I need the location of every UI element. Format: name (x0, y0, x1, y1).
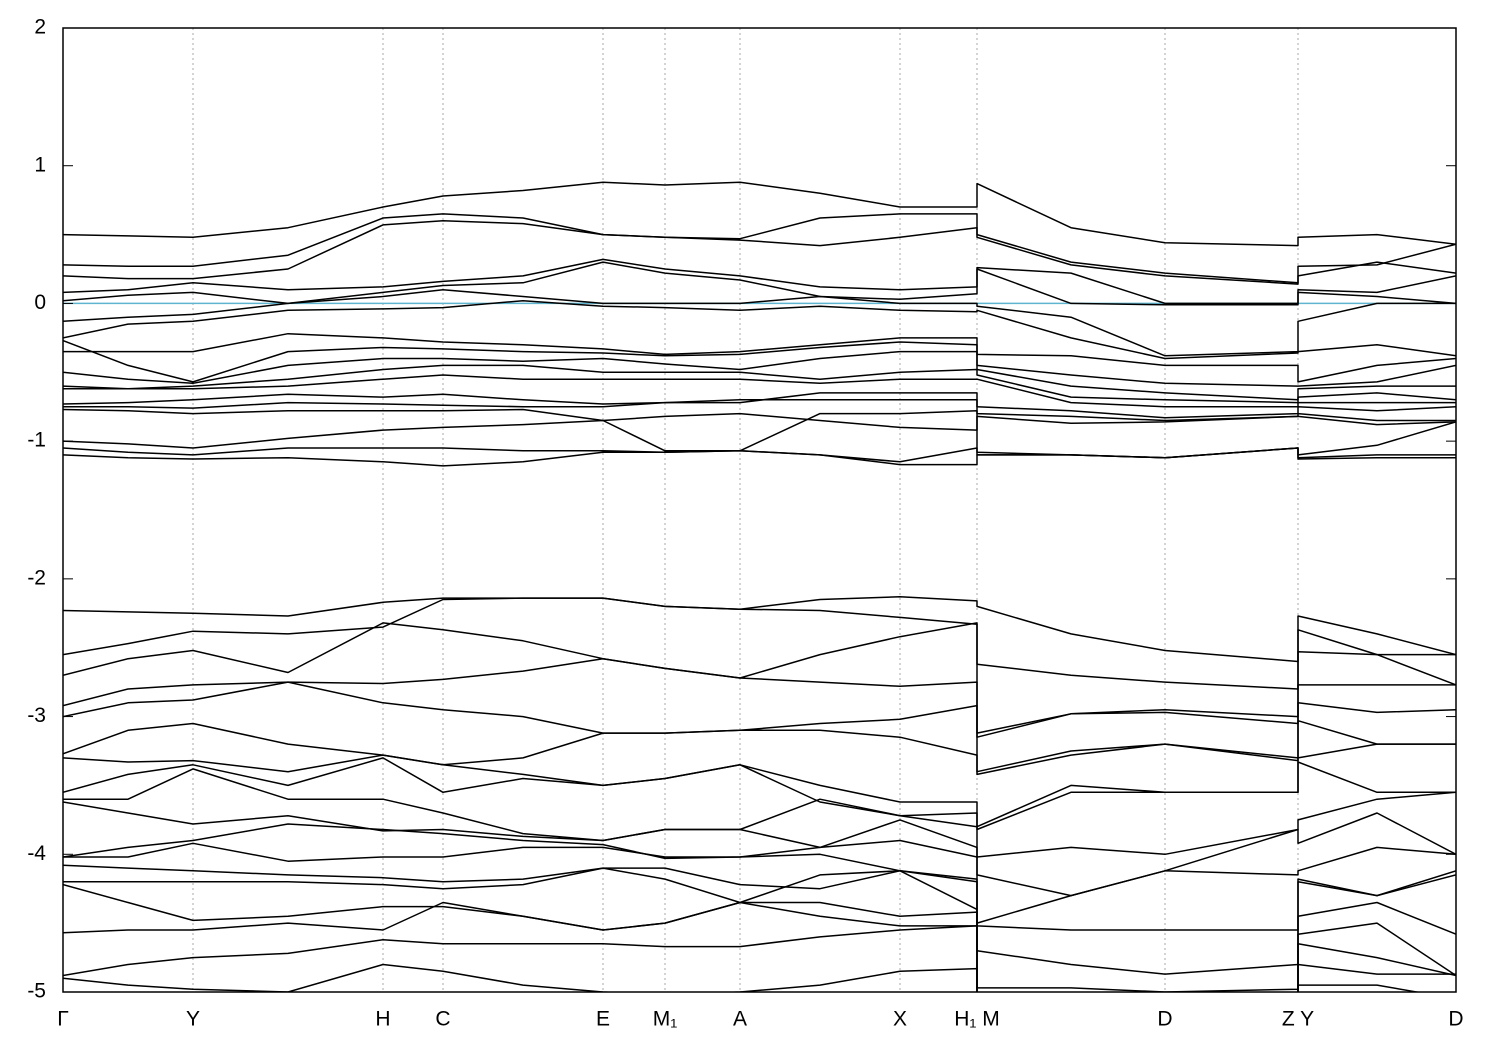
band (63, 864, 1456, 975)
y-tick-label: -4 (27, 842, 46, 865)
band (63, 657, 1456, 738)
band (63, 350, 1456, 401)
band (63, 801, 1456, 897)
labels: -5 -4 -3 -2 -1 0 1 2 Γ Y H C E M₁ A X H₁ M D Z Y D (27, 16, 1463, 1031)
x-tick-label: X (893, 1008, 907, 1031)
band (63, 963, 1421, 992)
band (63, 622, 1456, 734)
band (63, 823, 1456, 924)
band (63, 339, 1456, 387)
x-tick-label: H (375, 1008, 390, 1031)
y-tick-label: -5 (27, 980, 46, 1003)
band (63, 596, 1456, 663)
band (63, 399, 1456, 422)
band (63, 768, 1456, 858)
x-tick-label: Γ (57, 1008, 69, 1031)
band (63, 867, 1456, 992)
x-tick-label: M₁ (653, 1008, 678, 1031)
grid (192, 28, 1299, 992)
band (63, 408, 1456, 431)
band (63, 681, 1456, 773)
band (63, 332, 1456, 383)
plot-frame (62, 27, 1457, 993)
x-tick-label: D (1157, 1008, 1172, 1031)
x-tick-label: Z Y (1282, 1008, 1314, 1031)
band (63, 883, 1456, 992)
band (63, 299, 1456, 360)
band (63, 842, 1456, 931)
band (63, 447, 1456, 467)
x-tick-label: H₁ M (954, 1008, 1000, 1031)
band (63, 288, 1456, 357)
x-tick-label: E (596, 1008, 610, 1031)
band (63, 719, 1456, 776)
y-tick-label: -3 (27, 704, 46, 727)
band (63, 213, 1456, 284)
x-tick-label: C (435, 1008, 450, 1031)
band (63, 901, 1456, 992)
band (63, 364, 1456, 404)
band (63, 258, 1456, 305)
x-tick-label: D (1448, 1008, 1463, 1031)
band (63, 392, 1456, 419)
band (63, 925, 1456, 992)
y-tick-label: -1 (27, 429, 46, 452)
x-tick-label: Y (186, 1008, 200, 1031)
bands (63, 181, 1456, 992)
y-tick-label: 0 (34, 291, 46, 314)
band (63, 743, 1456, 828)
band (63, 220, 1456, 285)
x-tick-label: A (733, 1008, 747, 1031)
band (63, 181, 1456, 247)
band (63, 597, 1456, 690)
band (63, 757, 1456, 831)
y-tick-label: -2 (27, 566, 46, 589)
y-tick-label: 2 (34, 16, 46, 39)
band (63, 447, 1456, 463)
y-tick-label: 1 (34, 153, 46, 176)
band (63, 261, 1456, 306)
